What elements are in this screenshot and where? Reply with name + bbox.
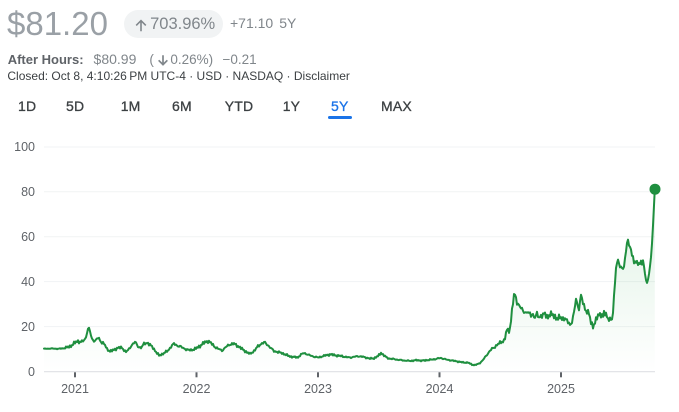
svg-text:60: 60 — [21, 230, 35, 244]
svg-text:0: 0 — [28, 365, 35, 379]
svg-text:2024: 2024 — [426, 382, 454, 396]
svg-text:2025: 2025 — [547, 382, 575, 396]
svg-text:20: 20 — [21, 320, 35, 334]
svg-text:2022: 2022 — [183, 382, 211, 396]
svg-text:2023: 2023 — [304, 382, 332, 396]
svg-text:40: 40 — [21, 275, 35, 289]
svg-text:80: 80 — [21, 185, 35, 199]
svg-text:100: 100 — [14, 140, 35, 154]
svg-text:2021: 2021 — [61, 382, 89, 396]
